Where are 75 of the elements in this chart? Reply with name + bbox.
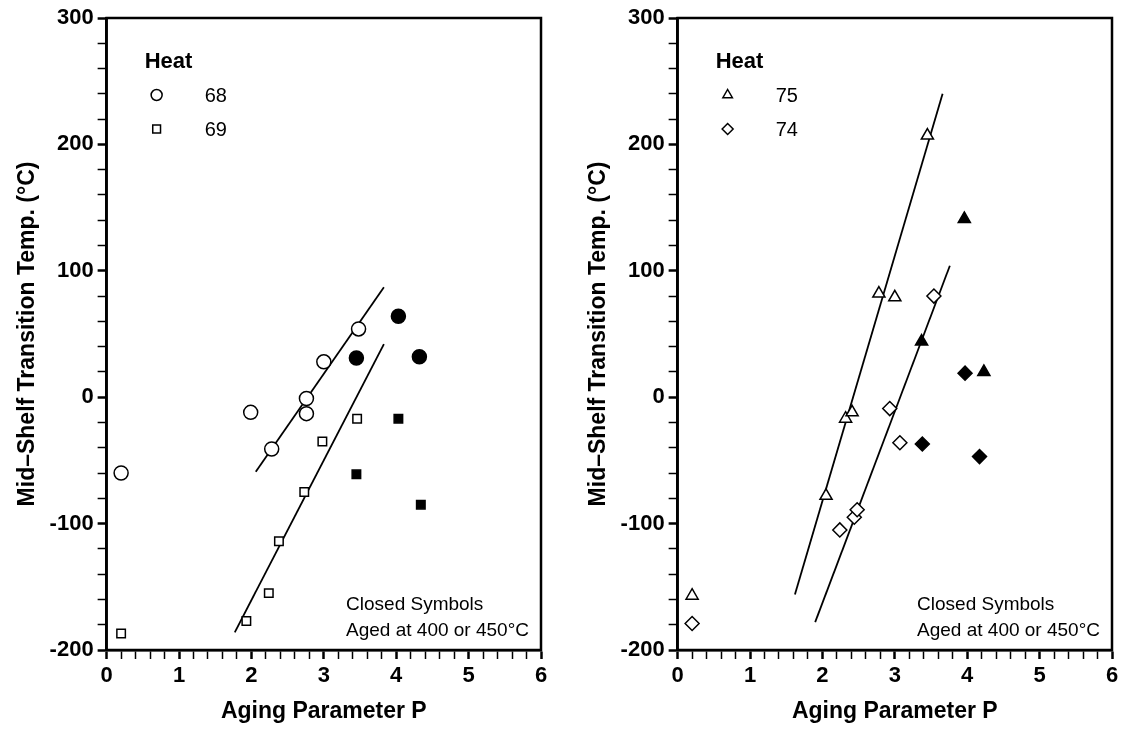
x-tick-label: 5 <box>1033 662 1046 688</box>
point <box>882 400 898 417</box>
x-axis-title: Aging Parameter P <box>220 696 427 723</box>
point <box>299 487 310 497</box>
point <box>819 488 833 501</box>
legend-label: 74 <box>775 118 798 140</box>
point <box>920 127 935 140</box>
point <box>352 413 363 424</box>
point <box>926 288 942 304</box>
point <box>317 436 328 447</box>
x-tick-label: 3 <box>888 662 901 688</box>
y-axis-title: Mid–Shelf Transition Temp. (°C) <box>584 161 611 507</box>
legend-title: Heat <box>144 48 193 73</box>
x-tick-label: 5 <box>462 662 475 688</box>
point <box>242 404 259 421</box>
point <box>411 349 428 365</box>
point <box>263 588 274 599</box>
y-tick-label: 100 <box>627 256 665 282</box>
point <box>116 628 127 639</box>
x-tick-label: 2 <box>816 662 829 688</box>
x-tick-label: 0 <box>671 662 684 688</box>
point <box>348 350 365 366</box>
point <box>914 333 929 346</box>
point <box>684 615 700 632</box>
point <box>957 211 972 224</box>
y-tick-label: 0 <box>652 383 665 409</box>
x-tick-label: 4 <box>390 662 404 688</box>
point <box>298 405 315 422</box>
point <box>977 364 991 377</box>
point <box>351 469 362 480</box>
point <box>241 615 252 626</box>
annotation: Closed Symbols Aged at 400 or 450°C <box>917 593 1100 640</box>
legend-title: Heat <box>715 48 764 73</box>
y-tick-label: -200 <box>49 636 94 662</box>
point <box>415 499 426 510</box>
y-tick-label: -100 <box>620 509 665 535</box>
annotation: Closed Symbols Aged at 400 or 450°C <box>346 593 529 640</box>
x-tick-label: 0 <box>100 662 113 688</box>
point <box>393 413 404 424</box>
y-tick-label: 100 <box>56 256 94 282</box>
point <box>390 308 407 325</box>
x-tick-label: 2 <box>245 662 258 688</box>
x-tick-label: 6 <box>534 662 548 688</box>
legend-label: 69 <box>204 118 227 140</box>
x-tick-label: 3 <box>317 662 330 688</box>
point <box>832 522 848 538</box>
point <box>263 441 280 457</box>
x-tick-label: 1 <box>743 662 757 688</box>
point <box>845 404 859 417</box>
y-axis-title: Mid–Shelf Transition Temp. (°C) <box>13 161 40 507</box>
y-tick-label: 200 <box>627 130 665 156</box>
point <box>316 354 332 370</box>
legend-label: 68 <box>204 84 227 106</box>
point <box>914 436 931 452</box>
point <box>892 434 908 451</box>
y-tick-label: -100 <box>49 509 94 535</box>
point <box>113 465 129 481</box>
point <box>957 365 973 381</box>
point <box>273 536 284 547</box>
x-tick-label: 6 <box>1105 662 1119 688</box>
y-tick-label: 300 <box>56 4 94 30</box>
x-axis-title: Aging Parameter P <box>791 696 998 723</box>
legend-label: 75 <box>775 84 798 106</box>
y-tick-label: -200 <box>620 636 665 662</box>
point <box>849 501 865 518</box>
point <box>971 448 988 465</box>
y-tick-label: 300 <box>627 4 665 30</box>
point <box>872 285 886 298</box>
point <box>888 289 902 302</box>
y-tick-label: 0 <box>81 383 94 409</box>
point <box>298 390 315 407</box>
y-tick-label: 200 <box>56 130 94 156</box>
x-tick-label: 4 <box>961 662 975 688</box>
point <box>350 321 367 337</box>
x-tick-label: 1 <box>172 662 186 688</box>
